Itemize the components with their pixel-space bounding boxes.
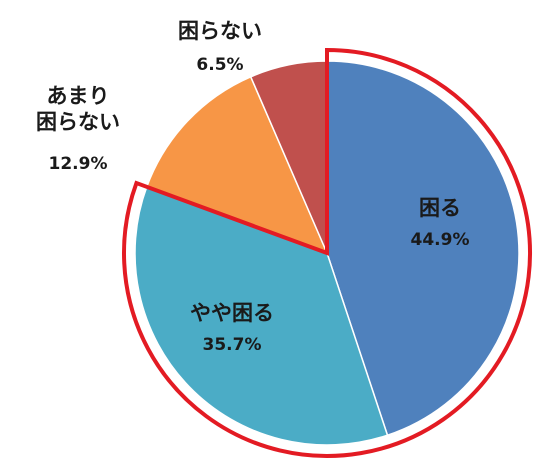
pie-slice-yaya-komaru — [134, 185, 389, 446]
slice-value-yaya-komaru: 35.7% — [203, 335, 262, 355]
slice-label-komaranai: 困らない — [178, 19, 262, 43]
slice-label-komaru: 困る — [419, 196, 461, 220]
slice-label-amari-komaranai-line1: あまり — [47, 84, 110, 108]
slice-value-amari-komaranai: 12.9% — [49, 154, 108, 174]
slice-value-komaru: 44.9% — [411, 230, 470, 250]
pie-slice-komaru — [326, 60, 520, 437]
slice-label-amari-komaranai-line2: 困らない — [36, 110, 120, 134]
highlight-outline — [122, 47, 532, 458]
slice-label-yaya-komaru: やや困る — [190, 301, 274, 325]
pie-slices — [134, 60, 520, 446]
slice-value-komaranai: 6.5% — [196, 55, 243, 75]
pie-slice-amari-komaranai — [145, 75, 329, 255]
